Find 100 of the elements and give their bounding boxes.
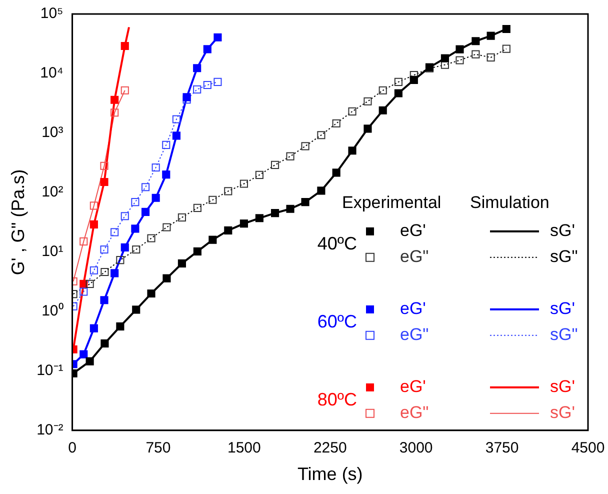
legend-label: sG" — [550, 247, 578, 266]
y-tick-label: 10⁰ — [42, 302, 64, 320]
legend-label: eG' — [400, 377, 426, 396]
y-axis-title: G' , G" (Pa.s) — [8, 169, 28, 276]
point — [141, 208, 150, 216]
point — [193, 85, 202, 94]
point — [141, 183, 150, 192]
point — [100, 162, 108, 170]
point — [394, 89, 402, 98]
point — [486, 32, 495, 40]
point — [131, 198, 140, 206]
legend-label: eG" — [400, 247, 429, 266]
legend-label: eG" — [400, 403, 429, 422]
point — [214, 78, 222, 86]
point — [203, 80, 212, 90]
point — [132, 306, 140, 314]
point — [456, 56, 464, 64]
point — [120, 212, 129, 220]
point — [502, 44, 510, 53]
point — [348, 107, 356, 116]
point — [410, 76, 418, 84]
point — [100, 178, 108, 186]
annotation: 60ºC — [317, 311, 357, 332]
point — [203, 45, 212, 54]
legend-label: sG" — [550, 325, 578, 344]
point — [90, 266, 98, 274]
point — [110, 228, 119, 236]
legend-label: eG" — [400, 325, 429, 344]
x-tick-label: 4500 — [571, 440, 605, 457]
point — [178, 259, 186, 268]
point — [378, 86, 387, 94]
point — [208, 236, 217, 244]
legend-label: eG' — [400, 221, 426, 240]
point — [317, 131, 326, 140]
point — [502, 24, 510, 34]
point — [147, 289, 156, 298]
point — [90, 202, 98, 210]
legend-label: sG' — [550, 403, 575, 422]
point — [86, 280, 94, 288]
point — [80, 288, 88, 296]
x-tick-label: 750 — [146, 440, 171, 457]
x-tick-label: 2250 — [313, 440, 347, 457]
point — [110, 108, 119, 117]
point — [193, 204, 202, 212]
point — [364, 97, 372, 106]
point — [162, 140, 170, 149]
point — [224, 187, 232, 196]
point — [90, 324, 98, 332]
point — [110, 96, 119, 104]
point — [152, 194, 160, 202]
x-tick-label: 0 — [68, 440, 76, 457]
point — [162, 170, 170, 179]
point — [440, 54, 450, 62]
point — [172, 132, 180, 140]
point — [456, 45, 464, 54]
point — [120, 42, 129, 50]
point — [240, 220, 248, 228]
point — [86, 357, 94, 366]
annotation: Experimental — [342, 193, 442, 212]
point — [286, 204, 294, 213]
y-tick-label: 10³ — [42, 124, 64, 142]
point — [208, 196, 217, 204]
point — [364, 124, 372, 133]
point — [486, 53, 495, 62]
point — [100, 296, 108, 304]
point — [182, 93, 191, 102]
annotation: Simulation — [470, 193, 550, 212]
x-tick-label: 1500 — [228, 440, 261, 457]
point — [80, 237, 88, 246]
point — [332, 119, 340, 128]
point — [301, 142, 310, 150]
point — [301, 198, 310, 206]
point — [348, 146, 356, 155]
point — [100, 245, 108, 254]
point — [332, 168, 340, 177]
point — [394, 78, 402, 86]
point — [120, 86, 129, 94]
legend-label: sG' — [550, 221, 575, 240]
x-axis-title: Time (s) — [297, 464, 363, 484]
y-tick-label: 10² — [42, 184, 64, 201]
point — [224, 226, 232, 234]
point — [110, 269, 119, 278]
annotation: 80ºC — [317, 389, 357, 410]
point — [120, 243, 129, 252]
point — [90, 220, 98, 228]
point — [162, 223, 171, 232]
point — [214, 33, 222, 42]
point — [147, 234, 156, 242]
point — [131, 224, 140, 233]
point — [255, 170, 264, 179]
legend-label: sG' — [550, 299, 575, 318]
annotation: 40ºC — [317, 233, 357, 254]
point — [193, 64, 202, 72]
y-tick-label: 10¹ — [42, 243, 64, 260]
point — [132, 245, 140, 254]
point — [116, 256, 124, 264]
y-tick-label: 10⁴ — [40, 64, 64, 82]
point — [255, 214, 264, 222]
point — [193, 247, 202, 256]
point — [270, 160, 280, 169]
